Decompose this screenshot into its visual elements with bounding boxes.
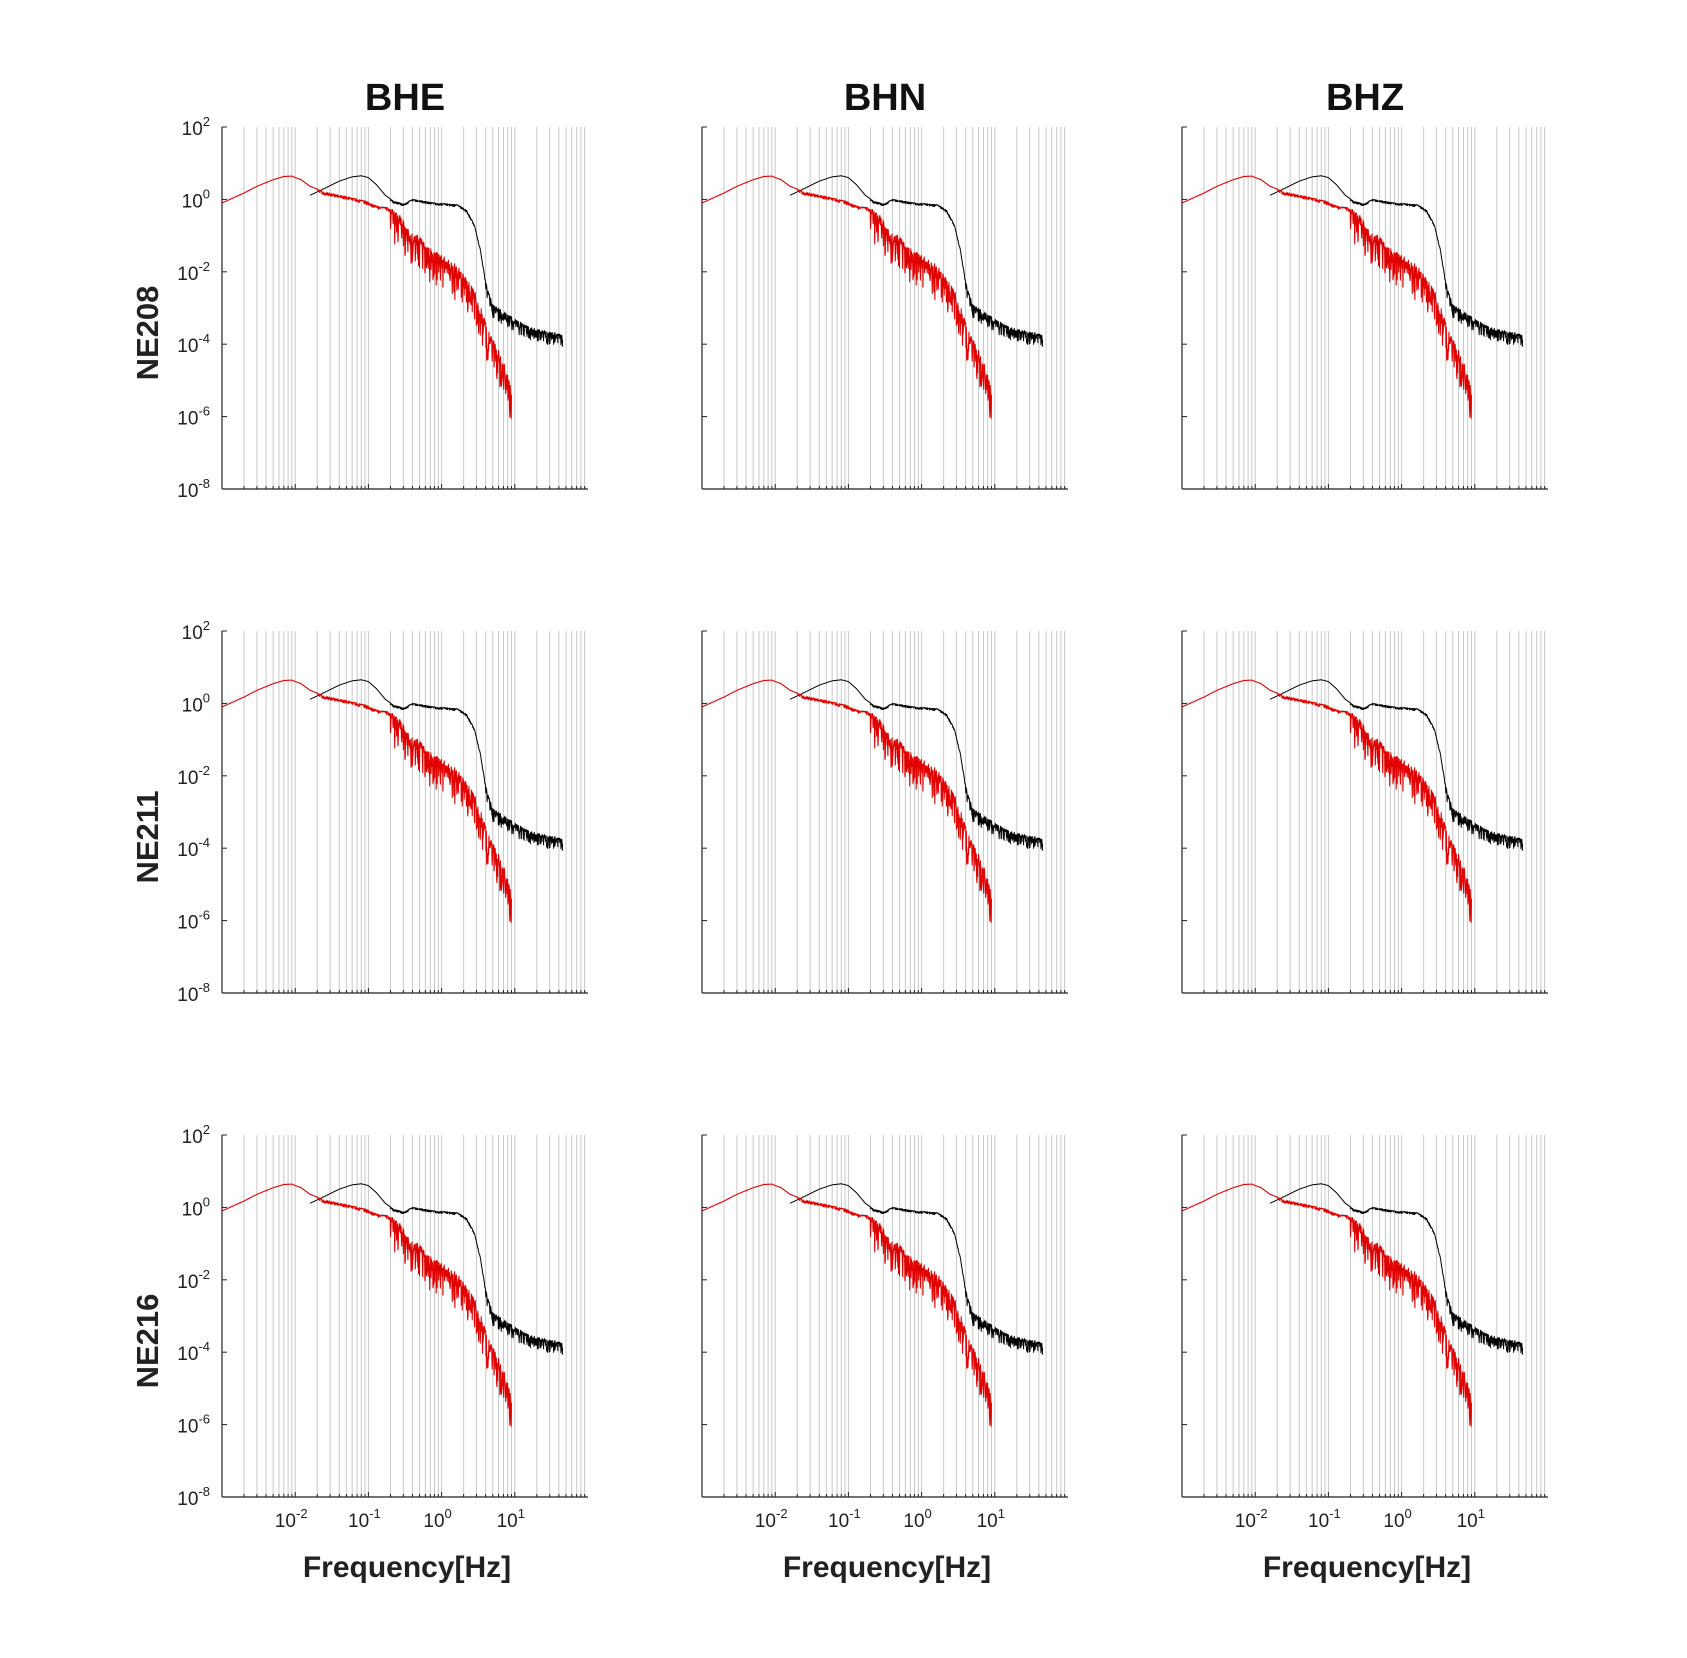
x-tick-label: 101	[977, 1506, 1005, 1532]
series-line-red	[221, 1183, 512, 1427]
series-line-red	[701, 1183, 992, 1427]
panel-ne216-bhn: 10-2 10-1 100 101 Frequency[Hz]	[701, 1134, 1068, 1584]
panel-grid	[723, 631, 1066, 993]
series-line-red	[1181, 175, 1472, 419]
row-label-ne216: NE216	[130, 1294, 165, 1389]
y-tick-label: 10-8	[177, 476, 210, 502]
y-tick-label: 10-4	[177, 331, 210, 357]
panel-grid	[243, 1135, 586, 1497]
x-tick-label: 10-2	[1235, 1506, 1268, 1532]
y-tick-label: 100	[182, 1194, 210, 1220]
panel-ne211-bhe: 102 100 10-2 10-4 10-6 10-8	[177, 618, 588, 1006]
x-axis-label: Frequency[Hz]	[783, 1551, 991, 1584]
x-tick-label: 100	[1383, 1506, 1411, 1532]
x-tick-label: 101	[1457, 1506, 1485, 1532]
y-tick-label: 10-6	[177, 908, 210, 934]
series-line-red	[1181, 1183, 1472, 1427]
panel-grid	[1203, 127, 1546, 489]
panel-ne208-bhe: 102 100 10-2 10-4 10-6 10-8	[177, 114, 588, 502]
y-tick-label: 100	[182, 186, 210, 212]
y-tick-label: 10-2	[177, 1267, 210, 1293]
column-title-bhz: BHZ	[1326, 77, 1404, 119]
y-tick-label: 102	[182, 618, 210, 644]
panel-ne211-bhn	[701, 630, 1068, 994]
x-tick-label: 101	[497, 1506, 525, 1532]
panel-ne211-bhz	[1181, 630, 1548, 994]
y-tick-label: 10-8	[177, 1484, 210, 1510]
column-title-bhe: BHE	[365, 77, 445, 119]
panel-grid	[243, 127, 586, 489]
series-line-black	[309, 679, 564, 851]
x-tick-label: 100	[903, 1506, 931, 1532]
y-tick-label: 100	[182, 690, 210, 716]
series-line-black	[309, 1183, 564, 1355]
y-tick-label: 10-4	[177, 1339, 210, 1365]
panel-grid	[723, 1135, 1066, 1497]
series-line-red	[701, 679, 992, 923]
y-tick-label: 10-4	[177, 835, 210, 861]
panel-ne208-bhz	[1181, 126, 1548, 490]
y-tick-label: 10-6	[177, 404, 210, 430]
panel-grid	[1203, 1135, 1546, 1497]
series-line-red	[701, 175, 992, 419]
y-tick-label: 10-2	[177, 763, 210, 789]
x-axis-label: Frequency[Hz]	[1263, 1551, 1471, 1584]
series-line-red	[221, 679, 512, 923]
row-label-ne211: NE211	[130, 790, 165, 883]
panel-ne216-bhz: 10-2 10-1 100 101 Frequency[Hz]	[1181, 1134, 1548, 1584]
series-line-red	[221, 175, 512, 419]
x-axis-label: Frequency[Hz]	[303, 1551, 511, 1584]
panel-grid	[1203, 631, 1546, 993]
y-tick-label: 10-2	[177, 259, 210, 285]
y-tick-label: 10-8	[177, 980, 210, 1006]
series-line-black	[1269, 175, 1524, 347]
panel-grid	[243, 631, 586, 993]
series-line-black	[789, 175, 1044, 347]
series-line-black	[1269, 1183, 1524, 1355]
panel-ne216-bhe: 102 100 10-2 10-4 10-6 10-8 10-2 10-1 100 101 Freq…	[177, 1122, 588, 1584]
x-tick-label: 10-2	[755, 1506, 788, 1532]
series-line-black	[789, 679, 1044, 851]
x-tick-label: 10-2	[275, 1506, 308, 1532]
x-tick-label: 10-1	[348, 1506, 381, 1532]
series-line-black	[309, 175, 564, 347]
series-line-black	[789, 1183, 1044, 1355]
y-tick-label: 102	[182, 114, 210, 140]
series-line-red	[1181, 679, 1472, 923]
panel-ne208-bhn	[701, 126, 1068, 490]
panel-grid	[723, 127, 1066, 489]
x-tick-label: 10-1	[1308, 1506, 1341, 1532]
x-tick-label: 100	[423, 1506, 451, 1532]
x-tick-label: 10-1	[828, 1506, 861, 1532]
y-tick-label: 10-6	[177, 1412, 210, 1438]
column-title-bhn: BHN	[844, 77, 926, 119]
series-line-black	[1269, 679, 1524, 851]
y-tick-label: 102	[182, 1122, 210, 1148]
row-label-ne208: NE208	[130, 286, 165, 381]
